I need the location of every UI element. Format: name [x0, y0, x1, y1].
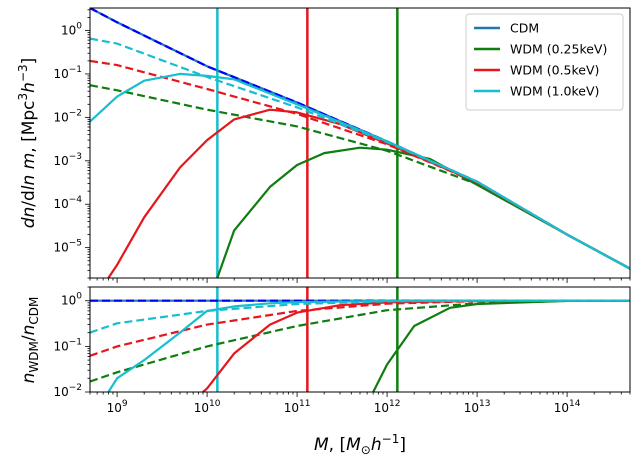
top-ylabel-part-7: −3	[16, 64, 30, 82]
top-y-tick-label-0: 10−5	[53, 239, 82, 255]
bot-ylabel-part-1: n	[19, 373, 39, 384]
top-y-tick-label-4-base: 10	[53, 67, 68, 81]
top-y-tick-label-1-base: 10	[53, 197, 68, 211]
top-y-tick-label-2: 10−3	[53, 152, 82, 168]
x-tick-label-4-base: 10	[464, 401, 479, 415]
x-tick-label-5: 1014	[554, 399, 581, 415]
bot-y-tick-label-2: 100	[61, 292, 82, 308]
bot-y-tick-label-0: 10−2	[53, 383, 82, 399]
bot-series-line-2	[372, 299, 630, 392]
top-ylabel-part-3: ln m	[19, 153, 39, 190]
bottom-plot-area	[89, 286, 631, 393]
x-tick-label-1-base: 10	[194, 401, 209, 415]
bot-series-line-7	[90, 299, 630, 334]
x-tick-label-0: 109	[107, 399, 128, 415]
top-y-axis-label: dn/dln m, [Mpc3h−3]	[16, 58, 39, 229]
bottom-x-ticks: 109 1010 1011 1012 1013 1014	[89, 392, 631, 415]
bottom-y-axis-label: nWDM/nCDM	[19, 297, 41, 384]
x-tick-label-3-base: 10	[374, 401, 389, 415]
x-tick-label-2-base: 10	[284, 401, 299, 415]
x-tick-label-3: 1012	[374, 399, 401, 415]
bot-curves	[90, 287, 630, 392]
x-tick-label-4: 1013	[464, 399, 491, 415]
top-series-line-7	[90, 37, 630, 270]
top-y-tick-label-3-exp: −2	[69, 108, 82, 118]
top-ylabel-part-1: dn	[19, 207, 39, 229]
bot-y-tick-label-2-base: 10	[61, 294, 76, 308]
xlabel-part-2: , [	[329, 435, 346, 455]
legend-label-3: WDM (1.0keV)	[510, 84, 599, 99]
top-series-line-3	[90, 84, 630, 270]
top-y-tick-label-1: 10−4	[53, 195, 82, 211]
bot-y-tick-label-1: 10−1	[53, 337, 82, 353]
top-x-ticks	[89, 278, 631, 283]
xlabel-part-6: −1	[382, 432, 400, 446]
bot-ylabel-part-3: /	[19, 335, 39, 341]
top-y-tick-label-5: 100	[61, 22, 82, 38]
legend-label-0: CDM	[510, 21, 539, 36]
x-axis-label: M, [M⊙h−1]	[314, 432, 406, 457]
x-tick-label-1: 1010	[194, 399, 221, 415]
top-ylabel-part-2: /d	[19, 190, 39, 207]
top-y-tick-label-0-base: 10	[53, 241, 68, 255]
x-tick-label-0-exp: 9	[122, 399, 128, 409]
legend-label-2: WDM (0.5keV)	[510, 63, 599, 78]
top-y-tick-label-4-exp: −1	[69, 65, 82, 75]
bot-ylabel-part-2: WDM	[27, 341, 41, 372]
bot-series-line-5	[90, 299, 630, 357]
legend: CDM WDM (0.25keV) WDM (0.5keV) WDM (1.0keV)	[465, 13, 624, 111]
x-tick-label-1-exp: 10	[209, 399, 221, 409]
bot-series-line-3	[90, 299, 630, 383]
top-y-tick-label-3-base: 10	[53, 110, 68, 124]
top-y-tick-label-1-exp: −4	[69, 195, 83, 205]
top-y-tick-label-5-exp: 0	[76, 22, 82, 32]
top-y-tick-label-2-base: 10	[53, 154, 68, 168]
x-tick-label-5-base: 10	[554, 401, 569, 415]
legend-box	[465, 13, 624, 111]
xlabel-part-4: ⊙	[361, 443, 371, 457]
bot-ylabel-part-5: CDM	[27, 297, 41, 325]
legend-label-1: WDM (0.25keV)	[510, 42, 607, 57]
x-tick-label-3-exp: 12	[389, 399, 400, 409]
top-ylabel-part-6: h	[19, 82, 39, 93]
xlabel-part-5: h	[371, 435, 382, 455]
bot-ylabel-part-4: n	[19, 325, 39, 336]
xlabel-part-3: M	[346, 435, 361, 455]
top-y-tick-label-0-exp: −5	[69, 239, 82, 249]
top-y-tick-label-5-base: 10	[61, 24, 76, 38]
top-y-tick-label-3: 10−2	[53, 108, 82, 124]
top-curves	[90, 8, 630, 278]
bot-y-tick-label-2-exp: 0	[76, 292, 82, 302]
bot-y-tick-label-0-exp: −2	[69, 383, 82, 393]
bot-y-tick-label-1-exp: −1	[69, 337, 82, 347]
top-ylabel-part-4: , [Mpc	[19, 100, 39, 152]
bot-y-tick-label-0-base: 10	[53, 385, 68, 399]
bot-y-tick-label-1-base: 10	[53, 339, 68, 353]
x-tick-label-0-base: 10	[107, 401, 122, 415]
xlabel-part-7: ]	[399, 435, 406, 455]
top-y-tick-label-4: 10−1	[53, 65, 82, 81]
top-ylabel-part-5: 3	[16, 93, 30, 101]
x-tick-label-2: 1011	[284, 399, 311, 415]
x-tick-label-2-exp: 11	[299, 399, 310, 409]
xlabel-part-1: M	[314, 435, 329, 455]
x-tick-label-4-exp: 13	[479, 399, 490, 409]
top-y-tick-label-2-exp: −3	[69, 152, 82, 162]
top-ylabel-part-8: ]	[19, 58, 39, 65]
x-tick-label-5-exp: 14	[569, 399, 581, 409]
top-series-line-2	[216, 146, 630, 278]
